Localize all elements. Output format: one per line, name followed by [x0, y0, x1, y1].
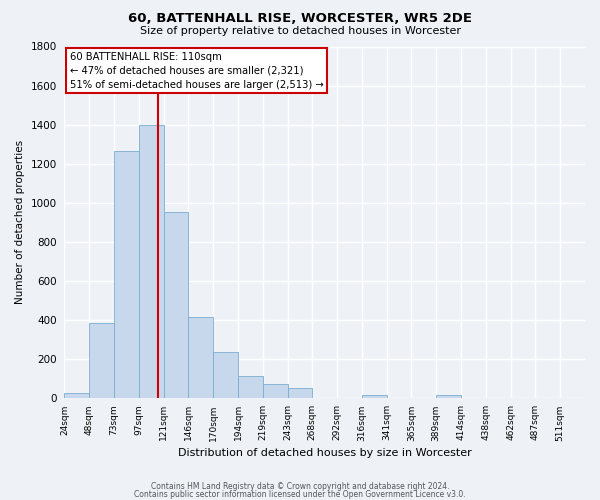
- Bar: [436, 395, 461, 398]
- Bar: [362, 395, 386, 398]
- Y-axis label: Number of detached properties: Number of detached properties: [15, 140, 25, 304]
- Bar: [213, 352, 238, 398]
- Bar: [287, 388, 313, 398]
- Text: Size of property relative to detached houses in Worcester: Size of property relative to detached ho…: [139, 26, 461, 36]
- Bar: [64, 393, 89, 398]
- Bar: [139, 124, 164, 398]
- Bar: [263, 384, 287, 398]
- Text: 60, BATTENHALL RISE, WORCESTER, WR5 2DE: 60, BATTENHALL RISE, WORCESTER, WR5 2DE: [128, 12, 472, 26]
- Text: 60 BATTENHALL RISE: 110sqm
← 47% of detached houses are smaller (2,321)
51% of s: 60 BATTENHALL RISE: 110sqm ← 47% of deta…: [70, 52, 323, 90]
- Bar: [164, 212, 188, 398]
- Text: Contains HM Land Registry data © Crown copyright and database right 2024.: Contains HM Land Registry data © Crown c…: [151, 482, 449, 491]
- Bar: [238, 376, 263, 398]
- X-axis label: Distribution of detached houses by size in Worcester: Distribution of detached houses by size …: [178, 448, 472, 458]
- Bar: [188, 317, 213, 398]
- Bar: [89, 323, 114, 398]
- Bar: [114, 151, 139, 398]
- Text: Contains public sector information licensed under the Open Government Licence v3: Contains public sector information licen…: [134, 490, 466, 499]
